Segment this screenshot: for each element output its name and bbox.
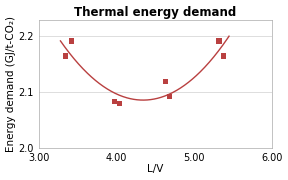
Point	[113, 100, 117, 103]
Point	[217, 39, 221, 42]
Point	[69, 39, 74, 42]
X-axis label: L/V: L/V	[147, 165, 163, 174]
Point	[64, 55, 68, 57]
Title: Thermal energy demand: Thermal energy demand	[74, 6, 236, 19]
Y-axis label: Energy demand (GJ/t-CO₂): Energy demand (GJ/t-CO₂)	[5, 16, 16, 152]
Point	[221, 55, 226, 57]
Point	[117, 102, 122, 105]
Point	[167, 95, 172, 98]
Point	[163, 80, 168, 83]
